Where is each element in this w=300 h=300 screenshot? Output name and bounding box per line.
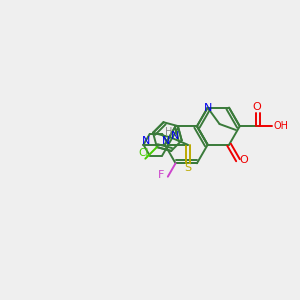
- Text: O: O: [252, 103, 261, 112]
- Text: Cl: Cl: [139, 148, 149, 158]
- Text: N: N: [203, 103, 212, 113]
- Text: S: S: [184, 163, 191, 173]
- Text: N: N: [171, 131, 179, 141]
- Text: O: O: [239, 155, 248, 165]
- Text: OH: OH: [274, 121, 289, 131]
- Text: F: F: [158, 170, 164, 180]
- Text: N: N: [142, 136, 150, 146]
- Text: H: H: [165, 127, 172, 137]
- Text: N: N: [162, 136, 170, 146]
